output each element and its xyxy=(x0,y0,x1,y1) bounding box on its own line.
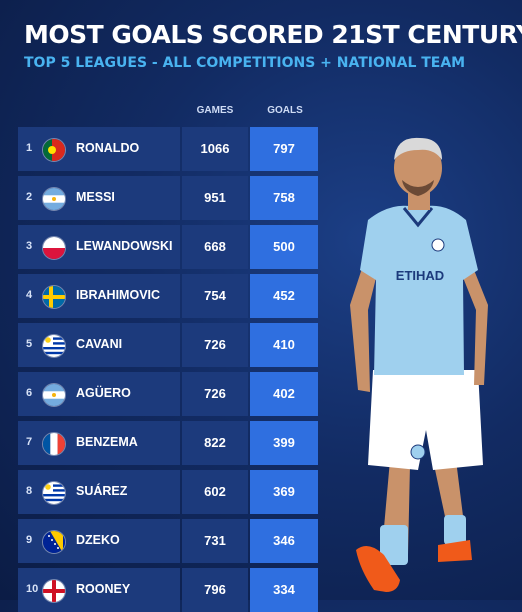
goals-value: 399 xyxy=(273,435,295,450)
table-row: 9 DZEKO 731 346 xyxy=(18,519,318,563)
player-name: MESSI xyxy=(76,190,115,204)
footballer-photo: ETIHAD xyxy=(338,130,508,600)
rank-number: 4 xyxy=(26,289,33,301)
player-cell: 9 DZEKO xyxy=(18,519,180,563)
argentina-flag-icon xyxy=(42,187,66,211)
table-row: 7 BENZEMA 822 399 xyxy=(18,421,318,465)
games-value: 822 xyxy=(204,435,226,450)
player-cell: 2 MESSI xyxy=(18,176,180,220)
rank-number: 10 xyxy=(26,583,39,595)
goals-cell: 500 xyxy=(250,225,318,269)
uruguay-flag-icon xyxy=(42,334,66,358)
games-column-header: GAMES xyxy=(196,105,234,116)
games-value: 754 xyxy=(204,288,226,303)
goals-cell: 410 xyxy=(250,323,318,367)
goals-value: 369 xyxy=(273,484,295,499)
games-cell: 951 xyxy=(182,176,248,220)
player-cell: 3 LEWANDOWSKI xyxy=(18,225,180,269)
argentina-flag-icon xyxy=(42,383,66,407)
france-flag-icon xyxy=(42,432,66,456)
goals-value: 410 xyxy=(273,337,295,352)
games-cell: 754 xyxy=(182,274,248,318)
table-row: 3 LEWANDOWSKI 668 500 xyxy=(18,225,318,269)
games-cell: 726 xyxy=(182,323,248,367)
rank-number: 6 xyxy=(26,387,33,399)
games-cell: 796 xyxy=(182,568,248,612)
games-cell: 602 xyxy=(182,470,248,514)
goals-cell: 758 xyxy=(250,176,318,220)
games-value: 796 xyxy=(204,582,226,597)
games-cell: 726 xyxy=(182,372,248,416)
player-name: DZEKO xyxy=(76,533,120,547)
table-row: 8 SUÁREZ 602 369 xyxy=(18,470,318,514)
games-cell: 731 xyxy=(182,519,248,563)
player-name: BENZEMA xyxy=(76,435,138,449)
player-cell: 1 RONALDO xyxy=(18,127,180,171)
goals-value: 402 xyxy=(273,386,295,401)
goals-cell: 346 xyxy=(250,519,318,563)
player-cell: 8 SUÁREZ xyxy=(18,470,180,514)
rank-number: 3 xyxy=(26,240,33,252)
player-name: SUÁREZ xyxy=(76,484,128,498)
games-cell: 822 xyxy=(182,421,248,465)
england-flag-icon xyxy=(42,579,66,603)
player-name: CAVANI xyxy=(76,337,123,351)
shirt-sponsor: ETIHAD xyxy=(396,268,444,283)
goals-column-header: GOALS xyxy=(267,105,303,116)
poland-flag-icon xyxy=(42,236,66,260)
table-row: 2 MESSI 951 758 xyxy=(18,176,318,220)
goals-value: 346 xyxy=(273,533,295,548)
table-row: 5 CAVANI 726 410 xyxy=(18,323,318,367)
goals-value: 334 xyxy=(273,582,295,597)
games-value: 726 xyxy=(204,386,226,401)
rank-number: 5 xyxy=(26,338,33,350)
games-value: 726 xyxy=(204,337,226,352)
goals-cell: 334 xyxy=(250,568,318,612)
player-cell: 10 ROONEY xyxy=(18,568,180,612)
table-row: 1 RONALDO 1066 797 xyxy=(18,127,318,171)
page-subtitle: TOP 5 LEAGUES - ALL COMPETITIONS + NATIO… xyxy=(24,55,466,71)
table-row: 4 IBRAHIMOVIC 754 452 xyxy=(18,274,318,318)
goals-value: 452 xyxy=(273,288,295,303)
player-name: AGÜERO xyxy=(76,386,131,400)
goals-cell: 369 xyxy=(250,470,318,514)
goals-cell: 797 xyxy=(250,127,318,171)
games-value: 951 xyxy=(204,190,226,205)
table-row: 6 AGÜERO 726 402 xyxy=(18,372,318,416)
goals-value: 797 xyxy=(273,141,295,156)
uruguay-flag-icon xyxy=(42,481,66,505)
games-value: 668 xyxy=(204,239,226,254)
goals-value: 500 xyxy=(273,239,295,254)
player-name: LEWANDOWSKI xyxy=(76,239,173,253)
sweden-flag-icon xyxy=(42,285,66,309)
goals-value: 758 xyxy=(273,190,295,205)
rank-number: 9 xyxy=(26,534,33,546)
goals-cell: 399 xyxy=(250,421,318,465)
rank-number: 8 xyxy=(26,485,33,497)
rank-number: 1 xyxy=(26,142,33,154)
table-row: 10 ROONEY 796 334 xyxy=(18,568,318,612)
player-name: ROONEY xyxy=(76,582,131,596)
player-cell: 6 AGÜERO xyxy=(18,372,180,416)
portugal-flag-icon xyxy=(42,138,66,162)
goals-cell: 452 xyxy=(250,274,318,318)
games-cell: 1066 xyxy=(182,127,248,171)
games-value: 1066 xyxy=(200,141,230,156)
player-cell: 4 IBRAHIMOVIC xyxy=(18,274,180,318)
bosnia-flag-icon xyxy=(42,530,66,554)
games-value: 602 xyxy=(204,484,226,499)
rank-number: 7 xyxy=(26,436,33,448)
player-cell: 7 BENZEMA xyxy=(18,421,180,465)
goals-cell: 402 xyxy=(250,372,318,416)
page-title: MOST GOALS SCORED 21ST CENTURY xyxy=(24,20,522,49)
player-name: IBRAHIMOVIC xyxy=(76,288,161,302)
games-value: 731 xyxy=(204,533,226,548)
games-cell: 668 xyxy=(182,225,248,269)
rank-number: 2 xyxy=(26,191,33,203)
player-name: RONALDO xyxy=(76,141,140,155)
player-cell: 5 CAVANI xyxy=(18,323,180,367)
